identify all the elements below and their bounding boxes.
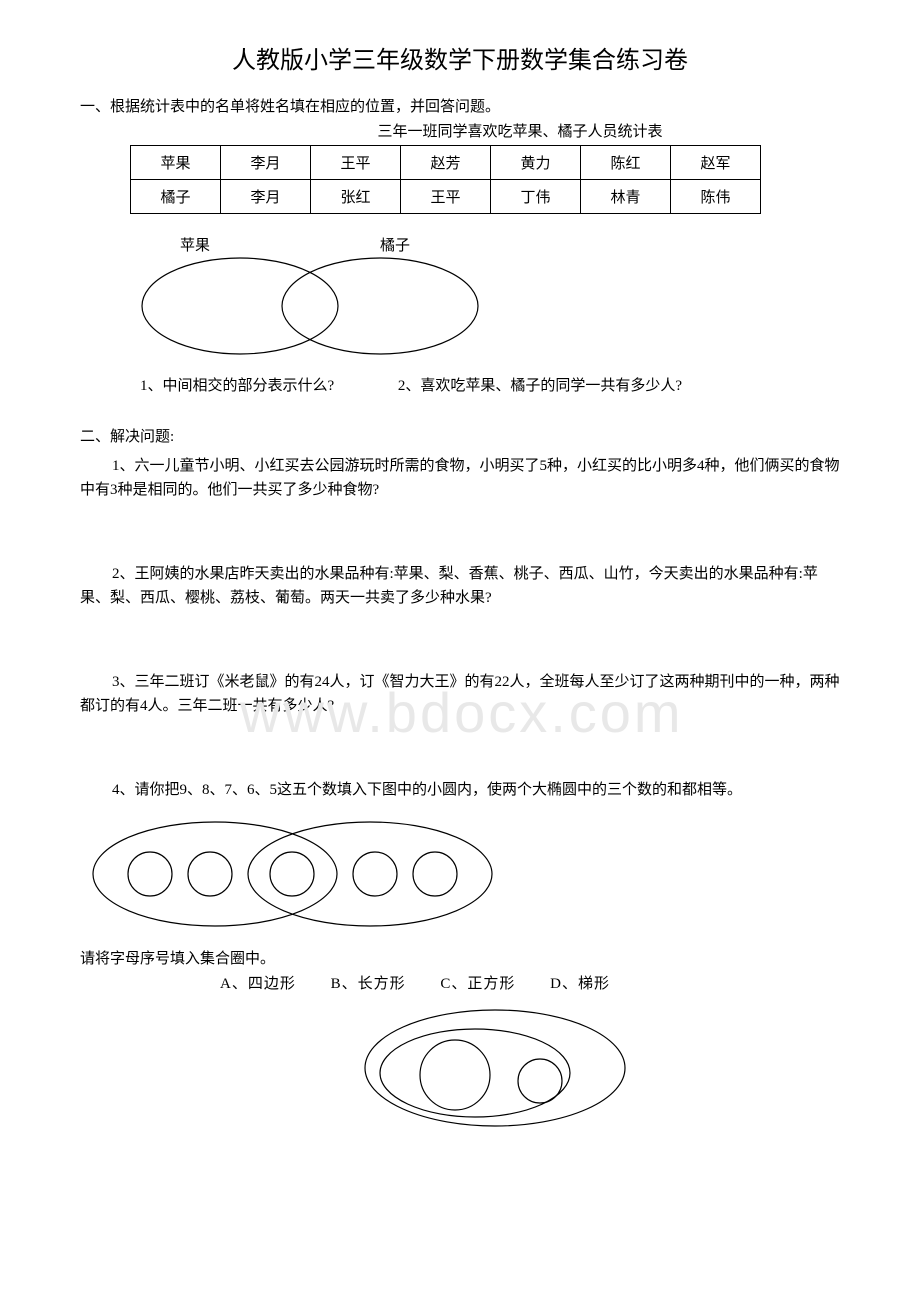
cell: 林青 — [581, 180, 671, 214]
section1-intro: 一、根据统计表中的名单将姓名填在相应的位置，并回答问题。 — [80, 95, 840, 116]
cell: 丁伟 — [491, 180, 581, 214]
option-d: D、梯形 — [550, 976, 610, 992]
cell: 王平 — [401, 180, 491, 214]
cell: 赵芳 — [401, 146, 491, 180]
question-2: 2、喜欢吃苹果、橘子的同学一共有多少人? — [398, 374, 682, 395]
cell: 赵军 — [671, 146, 761, 180]
problem-4: 4、请你把9、8、7、6、5这五个数填入下图中的小圆内，使两个大椭圆中的三个数的… — [80, 778, 840, 802]
option-a: A、四边形 — [220, 976, 296, 992]
section1-questions: 1、中间相交的部分表示什么? 2、喜欢吃苹果、橘子的同学一共有多少人? — [140, 374, 840, 395]
venn-label-right: 橘子 — [380, 234, 410, 255]
watermark: www.bdocx.com — [240, 680, 684, 745]
cell: 张红 — [311, 180, 401, 214]
shape-options: A、四边形 B、长方形 C、正方形 D、梯形 — [220, 972, 840, 993]
cell: 苹果 — [131, 146, 221, 180]
page-title: 人教版小学三年级数学下册数学集合练习卷 — [80, 40, 840, 75]
cell: 李月 — [221, 146, 311, 180]
cell: 黄力 — [491, 146, 581, 180]
cell: 李月 — [221, 180, 311, 214]
option-c: C、正方形 — [440, 976, 515, 992]
cell: 橘子 — [131, 180, 221, 214]
venn-label-left: 苹果 — [180, 234, 210, 255]
section2-heading: 二、解决问题: — [80, 425, 840, 446]
cell: 王平 — [311, 146, 401, 180]
table-caption: 三年一班同学喜欢吃苹果、橘子人员统计表 — [200, 120, 840, 141]
table-row: 橘子 李月 张红 王平 丁伟 林青 陈伟 — [131, 180, 761, 214]
cell: 陈红 — [581, 146, 671, 180]
option-b: B、长方形 — [331, 976, 406, 992]
table-row: 苹果 李月 王平 赵芳 黄力 陈红 赵军 — [131, 146, 761, 180]
cell: 陈伟 — [671, 180, 761, 214]
problem-1: 1、六一儿童节小明、小红买去公园游玩时所需的食物，小明买了5种，小红买的比小明多… — [80, 454, 840, 502]
nested-sets-diagram — [150, 1003, 840, 1148]
venn-svg — [140, 256, 500, 366]
fruit-table: 苹果 李月 王平 赵芳 黄力 陈红 赵军 橘子 李月 张红 王平 丁伟 林青 陈… — [130, 145, 761, 214]
question-1: 1、中间相交的部分表示什么? — [140, 374, 334, 395]
problem-2: 2、王阿姨的水果店昨天卖出的水果品种有:苹果、梨、香蕉、桃子、西瓜、山竹，今天卖… — [80, 562, 840, 610]
fill-prompt: 请将字母序号填入集合圈中。 — [80, 947, 840, 968]
five-circle-venn — [80, 812, 840, 947]
venn-diagram-1: 苹果 橘子 — [140, 234, 840, 364]
